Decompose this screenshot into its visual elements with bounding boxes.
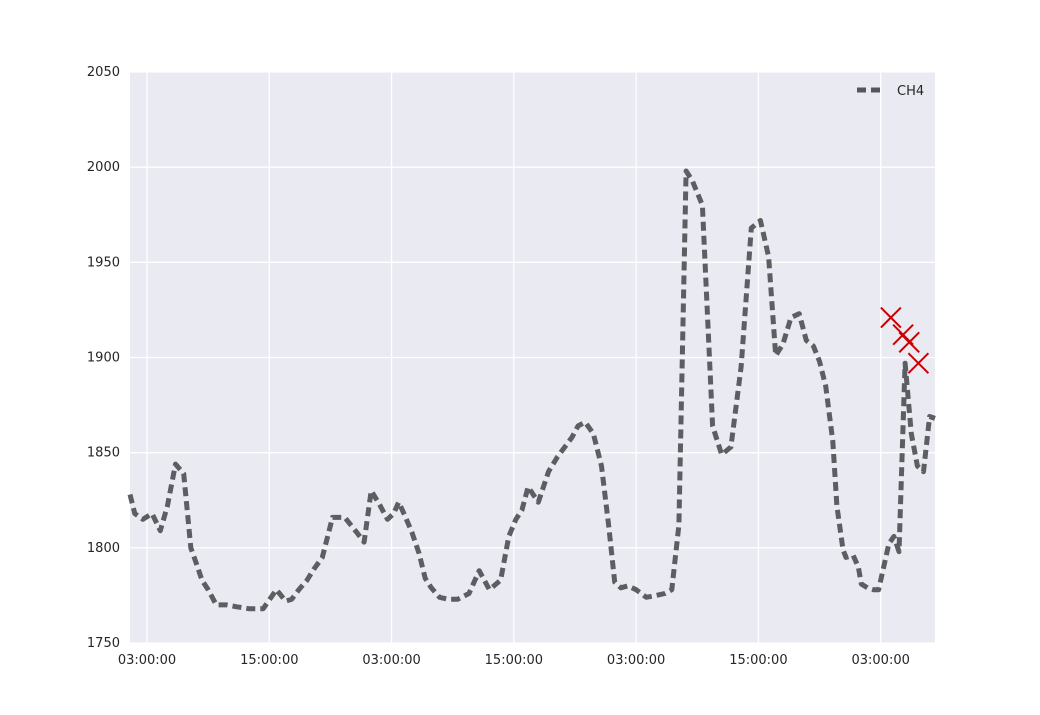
marker-layer xyxy=(880,306,930,374)
y-tick-label: 2000 xyxy=(87,160,120,175)
y-tick-label: 1900 xyxy=(87,351,120,366)
y-tick-label: 2050 xyxy=(87,65,120,80)
legend: CH4 xyxy=(857,84,924,99)
x-marker xyxy=(880,306,902,329)
x-tick-label: 15:00:00 xyxy=(485,653,543,668)
x-tick-label: 15:00:00 xyxy=(729,653,787,668)
x-tick-label: 15:00:00 xyxy=(240,653,298,668)
legend-label: CH4 xyxy=(897,84,924,99)
series-layer xyxy=(127,168,936,612)
y-tick-label: 1800 xyxy=(87,541,120,556)
y-tick-label: 1750 xyxy=(87,636,120,651)
x-marker xyxy=(907,352,930,374)
x-tick-label: 03:00:00 xyxy=(607,653,665,668)
x-axis: 03:00:00 15:00:00 03:00:00 15:00:00 03:00:00… xyxy=(118,653,910,668)
y-tick-label: 1850 xyxy=(87,446,120,461)
x-tick-label: 03:00:00 xyxy=(362,653,420,668)
grid xyxy=(130,71,935,644)
y-axis: 1750 1800 1850 1900 1950 2000 2050 xyxy=(87,65,120,651)
y-tick-label: 1950 xyxy=(87,255,120,270)
x-tick-label: 03:00:00 xyxy=(118,653,176,668)
x-tick-label: 03:00:00 xyxy=(851,653,909,668)
series-line-ch4 xyxy=(127,168,936,612)
x-marker xyxy=(898,331,920,353)
